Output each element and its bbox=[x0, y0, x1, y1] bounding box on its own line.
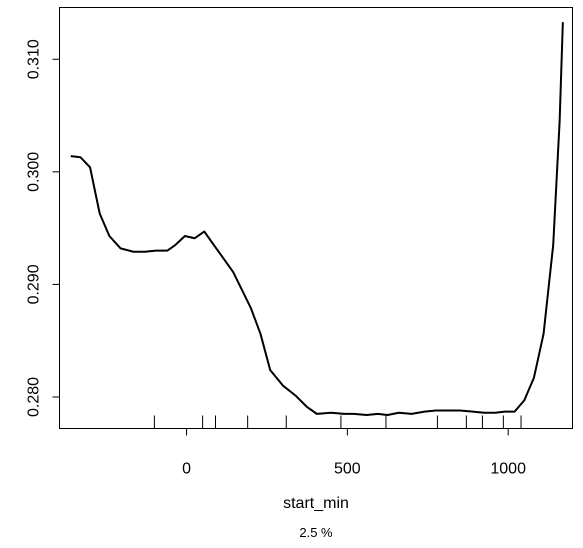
y-tick-label: 0.300 bbox=[26, 152, 43, 192]
x-tick-label: 500 bbox=[334, 461, 361, 478]
plot-frame bbox=[59, 7, 573, 429]
y-tick-label: 0.290 bbox=[26, 264, 43, 304]
x-axis: 0 500 1000 bbox=[182, 428, 526, 478]
rug-marks bbox=[153, 415, 522, 429]
y-axis: 0.280 0.290 0.300 0.310 bbox=[26, 39, 60, 417]
y-tick-label: 0.280 bbox=[26, 377, 43, 417]
series-line bbox=[70, 22, 564, 416]
chart-subtitle: 2.5 % bbox=[299, 525, 333, 540]
x-tick-label: 0 bbox=[182, 461, 191, 478]
x-tick-label: 1000 bbox=[490, 461, 526, 478]
x-axis-title: start_min bbox=[283, 495, 349, 512]
y-tick-label: 0.310 bbox=[26, 39, 43, 79]
